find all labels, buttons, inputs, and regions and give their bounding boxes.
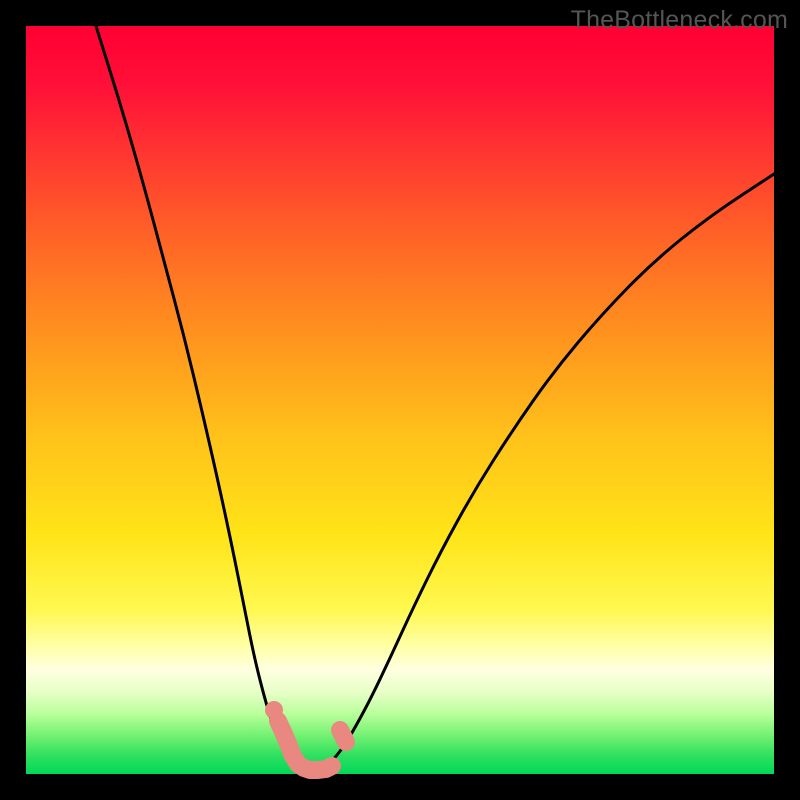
highlight-stroke [340,730,346,742]
gradient-background [26,26,774,774]
chart-container: TheBottleneck.com [0,0,800,800]
watermark-text: TheBottleneck.com [571,6,788,35]
bottleneck-chart [0,0,800,800]
highlight-dot [265,701,283,719]
